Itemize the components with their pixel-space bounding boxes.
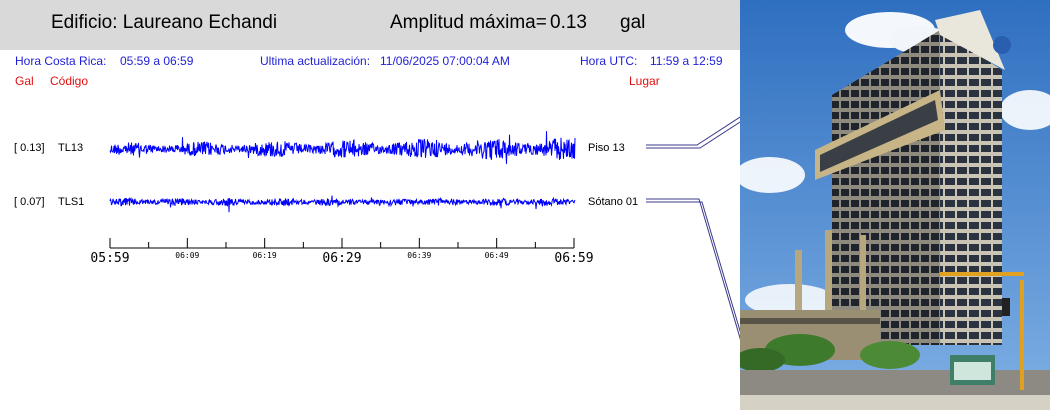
building-title: Edificio: Laureano Echandi (51, 12, 278, 33)
connector-sotano-01 (646, 198, 740, 340)
trace-1-place: Piso 13 (588, 142, 625, 154)
connector-piso-13-shadow (646, 121, 740, 149)
gal-column-header: Gal (15, 74, 34, 88)
time-tick-label: 06:29 (322, 251, 361, 266)
local-time-range: 05:59 a 06:59 (120, 54, 194, 68)
connector-sotano-01-shadow (646, 201, 740, 333)
last-update-label: Ultima actualización: (260, 54, 371, 68)
utc-time-label: Hora UTC: (580, 54, 638, 68)
time-tick-label: 05:59 (90, 251, 129, 266)
waveform-tl13 (109, 131, 576, 164)
sensor-connectors (646, 116, 740, 340)
trace-1-gal: [ 0.13] (14, 142, 45, 154)
time-tick-label: 06:19 (253, 251, 277, 260)
max-amplitude-unit: gal (620, 12, 646, 33)
trace-2-code: TLS1 (58, 196, 85, 208)
time-axis: 05:59 06:09 06:19 06:29 06:39 06:49 06:59 (90, 238, 594, 266)
utc-time-range: 11:59 a 12:59 (650, 54, 723, 68)
waveform-tls1 (109, 195, 576, 213)
time-tick-label: 06:49 (485, 251, 509, 260)
max-amplitude-value: 0.13 (550, 12, 587, 33)
seismogram-plot: 05:59 06:09 06:19 06:29 06:39 06:49 06:59 (90, 116, 740, 340)
trace-2-gal: [ 0.07] (14, 196, 45, 208)
last-update-value: 11/06/2025 07:00:04 AM (380, 54, 510, 68)
building-photo (740, 0, 1050, 410)
trace-1-code: TL13 (58, 142, 84, 154)
code-column-header: Código (50, 74, 89, 88)
place-column-header: Lugar (629, 74, 660, 88)
connector-piso-13 (646, 116, 740, 146)
max-amplitude-label: Amplitud máxima= (390, 12, 547, 33)
time-tick-label: 06:39 (407, 251, 431, 260)
header-bar: Edificio: Laureano Echandi Amplitud máxi… (0, 0, 740, 50)
time-tick-label: 06:59 (554, 251, 593, 266)
local-time-label: Hora Costa Rica: (15, 54, 107, 68)
trace-2-place: Sótano 01 (588, 196, 639, 208)
time-tick-label: 06:09 (175, 251, 199, 260)
